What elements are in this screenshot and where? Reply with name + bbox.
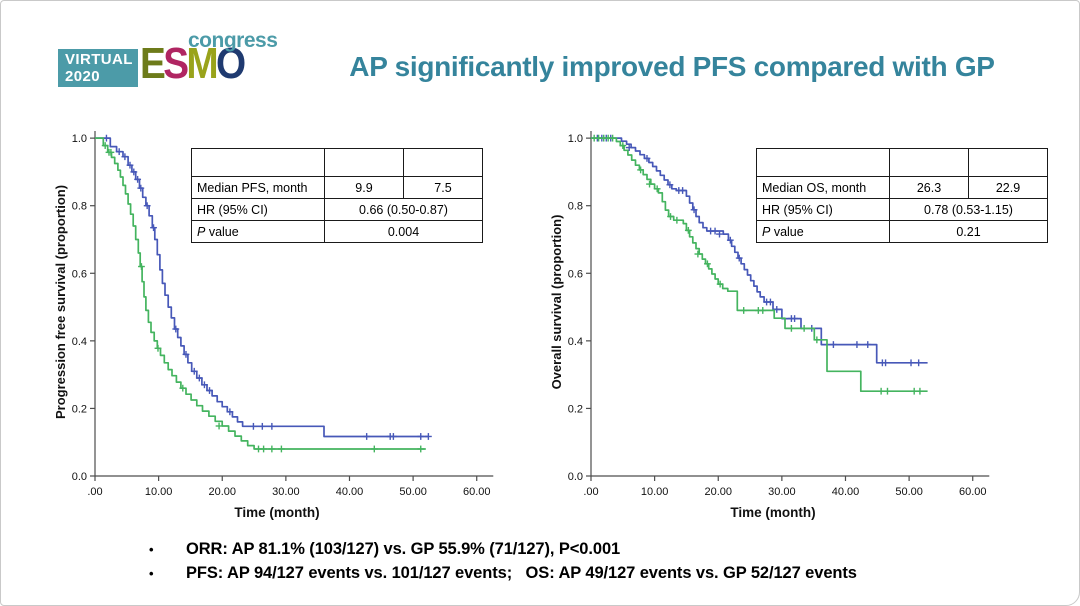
y-axis-title: Overall survival (proportion) [549,215,564,390]
table-row: ABX+DDP GEM+DDP [756,148,1048,177]
os-median-gem: 22.9 [968,176,1048,199]
x-tick-label: .00 [583,486,598,498]
pfs-median-abx: 9.9 [324,176,404,199]
y-tick-label: 0.8 [568,201,583,213]
esmo-congress-logo: VIRTUAL 2020 ESMO congress [56,29,296,91]
esmo-wordmark: ESMO [140,39,246,88]
pfs-pvalue-label: P value [191,220,325,243]
y-axis-title: Progression free survival (proportion) [53,185,68,419]
pfs-hr-label: HR (95% CI) [191,198,325,221]
x-tick-label: 50.00 [895,486,923,498]
x-axis-title: Time (month) [730,505,815,520]
x-tick-label: 40.00 [832,486,860,498]
pfs-stats-table: ABX+DDP GEM+DDP Median PFS, month 9.9 7.… [191,148,483,243]
os-median-label: Median OS, month [756,176,890,199]
table-row: Median PFS, month 9.9 7.5 [191,176,483,199]
table-row: HR (95% CI) 0.66 (0.50-0.87) [191,198,483,221]
os-series-ABX+DDP [591,134,928,367]
x-tick-label: 20.00 [208,486,236,498]
x-tick-label: 20.00 [704,486,732,498]
pfs-p-symbol: P [197,224,206,239]
esmo-letter-m: M [186,39,218,88]
os-p-rest: value [770,224,804,239]
os-chart-svg: 0.0 0.2 0.4 0.6 0.8 1.0 .00 10.00 20.00 30.00 40.0… [549,131,990,520]
esmo-letter-o: O [216,39,246,88]
pfs-axes [90,131,494,481]
y-tick-label: 1.0 [72,133,87,145]
km-curve [95,137,426,450]
pfs-header-gem: GEM+DDP [403,148,483,177]
os-header-abx: ABX+DDP [889,148,969,177]
pfs-km-chart: 0.0 0.2 0.4 0.6 0.8 1.0 .00 10.00 20.00 30.00 40.0… [53,103,513,528]
y-tick-label: 0.2 [72,403,87,415]
virtual-label: VIRTUAL [65,51,133,68]
os-pvalue-label: P value [756,220,890,243]
x-tick-label: 30.00 [272,486,300,498]
x-tick-label: 30.00 [768,486,796,498]
os-header-gem: GEM+DDP [968,148,1048,177]
table-row: Median OS, month 26.3 22.9 [756,176,1048,199]
os-pvalue: 0.21 [889,220,1048,243]
os-hr-value: 0.78 (0.53-1.15) [889,198,1048,221]
pfs-chart-svg: 0.0 0.2 0.4 0.6 0.8 1.0 .00 10.00 20.00 30.00 40.0… [53,131,494,520]
x-tick-label: 60.00 [959,486,987,498]
congress-label: congress [188,29,278,52]
table-row: ABX+DDP GEM+DDP [191,148,483,177]
y-tick-label: 0.8 [72,201,87,213]
y-tick-label: 0.4 [568,336,583,348]
list-item: • ORR: AP 81.1% (103/127) vs. GP 55.9% (… [149,540,857,559]
y-tick-label: 0.6 [568,268,583,280]
summary-bullets: • ORR: AP 81.1% (103/127) vs. GP 55.9% (… [149,540,857,588]
pfs-series-GEM+DDP [95,137,426,453]
table-row: HR (95% CI) 0.78 (0.53-1.15) [756,198,1048,221]
pfs-hr-value: 0.66 (0.50-0.87) [324,198,483,221]
bullet-icon: • [149,542,154,557]
os-median-abx: 26.3 [889,176,969,199]
pfs-header-abx: ABX+DDP [324,148,404,177]
y-tick-label: 1.0 [568,133,583,145]
os-series-GEM+DDP [590,134,928,395]
os-header-blank [756,148,890,177]
x-tick-label: 40.00 [336,486,364,498]
pfs-median-gem: 7.5 [403,176,483,199]
y-tick-label: 0.0 [568,471,583,483]
year-label: 2020 [65,68,100,85]
x-tick-label: 60.00 [463,486,491,498]
os-axes [586,131,990,481]
os-p-symbol: P [762,224,771,239]
x-tick-label: 10.00 [145,486,173,498]
os-stats-table: ABX+DDP GEM+DDP Median OS, month 26.3 22… [756,148,1048,243]
os-hr-label: HR (95% CI) [756,198,890,221]
x-axis-title: Time (month) [234,505,319,520]
virtual-2020-badge: VIRTUAL 2020 [58,49,138,87]
table-row: P value 0.21 [756,220,1048,243]
orr-summary-text: ORR: AP 81.1% (103/127) vs. GP 55.9% (71… [186,540,621,558]
table-row: P value 0.004 [191,220,483,243]
pfs-median-label: Median PFS, month [191,176,325,199]
list-item: • PFS: AP 94/127 events vs. 101/127 even… [149,564,857,583]
esmo-letter-e: E [140,39,166,88]
y-tick-label: 0.6 [72,268,87,280]
esmo-letter-s: S [163,39,189,88]
y-tick-label: 0.4 [72,336,87,348]
pfs-pvalue: 0.004 [324,220,483,243]
pfs-header-blank [191,148,325,177]
os-km-chart: 0.0 0.2 0.4 0.6 0.8 1.0 .00 10.00 20.00 30.00 40.0… [549,103,1009,528]
y-tick-label: 0.2 [568,403,583,415]
x-tick-label: 10.00 [641,486,669,498]
pfs-p-rest: value [205,224,239,239]
page-title: AP significantly improved PFS compared w… [349,51,995,82]
events-summary-text: PFS: AP 94/127 events vs. 101/127 events… [186,564,857,582]
pfs-series-ABX+DDP [95,134,432,440]
bullet-icon: • [149,566,154,581]
km-curve [95,137,429,438]
y-tick-label: 0.0 [72,471,87,483]
x-tick-label: .00 [87,486,102,498]
x-tick-label: 50.00 [399,486,427,498]
